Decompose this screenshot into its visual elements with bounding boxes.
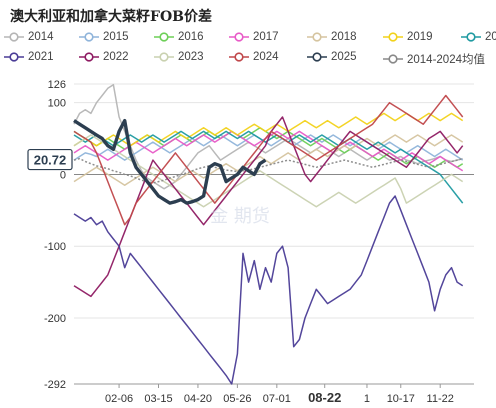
legend-swatch <box>154 52 174 62</box>
chart-axes: 126 100 0 -100 -200 -292 02-06 03-15 04-20 05-26 0… <box>44 79 474 405</box>
y-tick-label: -200 <box>44 313 66 325</box>
legend-swatch <box>229 52 249 62</box>
legend-swatch <box>383 32 403 42</box>
legend-label: 2022 <box>103 51 129 63</box>
legend-swatch <box>79 52 99 62</box>
legend-label: 2017 <box>253 31 279 43</box>
legend-swatch <box>229 32 249 42</box>
y-tick-label: -100 <box>44 241 66 253</box>
legend-label: 2019 <box>407 31 433 43</box>
legend-item-2017[interactable]: 2017 <box>229 31 279 43</box>
legend-label: 2018 <box>331 31 357 43</box>
legend-item-2021[interactable]: 2021 <box>4 51 54 63</box>
legend-item-2018[interactable]: 2018 <box>307 31 357 43</box>
watermark: 金 期货 <box>210 206 270 227</box>
legend-item-2024[interactable]: 2024 <box>229 51 279 63</box>
legend-item-2023[interactable]: 2023 <box>154 51 204 63</box>
legend-item-2016[interactable]: 2016 <box>154 31 204 43</box>
x-tick-label: 08-22 <box>308 390 341 405</box>
x-tick-label: 11-22 <box>427 393 454 405</box>
legend-item-2019[interactable]: 2019 <box>383 31 433 43</box>
x-tick-label: 1 <box>364 393 370 405</box>
legend-label: 2014-2024均值 <box>407 54 485 66</box>
series-line-2018 <box>73 134 464 186</box>
x-tick-label: 03-15 <box>144 393 172 405</box>
legend-swatch <box>154 32 174 42</box>
legend-item-2022[interactable]: 2022 <box>79 51 129 63</box>
legend-swatch <box>461 32 481 42</box>
legend-label: 2021 <box>28 51 54 63</box>
x-tick-label: 02-06 <box>105 393 133 405</box>
legend-item-2014[interactable]: 2014 <box>4 31 54 43</box>
series-line-2021 <box>73 195 464 385</box>
legend-label: 2025 <box>331 51 357 63</box>
y-tick-label: -292 <box>44 379 66 391</box>
legend-swatch <box>307 32 327 42</box>
legend-swatch <box>4 32 24 42</box>
current-value-box <box>27 148 73 171</box>
legend-label: 2016 <box>178 31 204 43</box>
legend-label: 2014 <box>28 31 54 43</box>
x-tick-label: 04-20 <box>184 393 212 405</box>
current-value-label: 20.72 <box>34 153 67 168</box>
legend-swatch <box>307 52 327 62</box>
chart-title: 澳大利亚和加拿大菜籽FOB价差 <box>10 9 212 25</box>
series-line-2020 <box>73 130 464 204</box>
legend-swatch <box>383 54 403 64</box>
series-line-2024 <box>73 94 464 226</box>
legend-label: 2015 <box>103 31 129 43</box>
legend-item-2025[interactable]: 2025 <box>307 51 357 63</box>
legend-swatch <box>4 52 24 62</box>
y-tick-label: 100 <box>48 98 66 110</box>
series-line-2022 <box>73 116 464 298</box>
series-line-2015 <box>73 134 464 161</box>
series-line-2023 <box>73 134 464 208</box>
x-tick-label: 05-26 <box>223 393 251 405</box>
x-tick-label: 07-01 <box>263 393 291 405</box>
legend-swatch <box>79 32 99 42</box>
legend-label: 2024 <box>253 51 279 63</box>
y-tick-label: 0 <box>60 169 66 181</box>
chart-series <box>73 83 464 385</box>
y-tick-label: 126 <box>48 79 66 91</box>
series-line-2025 <box>73 118 267 205</box>
legend-item-2015[interactable]: 2015 <box>79 31 129 43</box>
series-line-2014-2024均值 <box>73 157 463 184</box>
x-tick-label: 10-17 <box>387 393 415 405</box>
chart-labels: 20.72 金 期货 <box>27 148 270 227</box>
legend-item-2014-2024均值[interactable]: 2014-2024均值 <box>383 51 485 67</box>
legend-label: 2023 <box>178 51 204 63</box>
